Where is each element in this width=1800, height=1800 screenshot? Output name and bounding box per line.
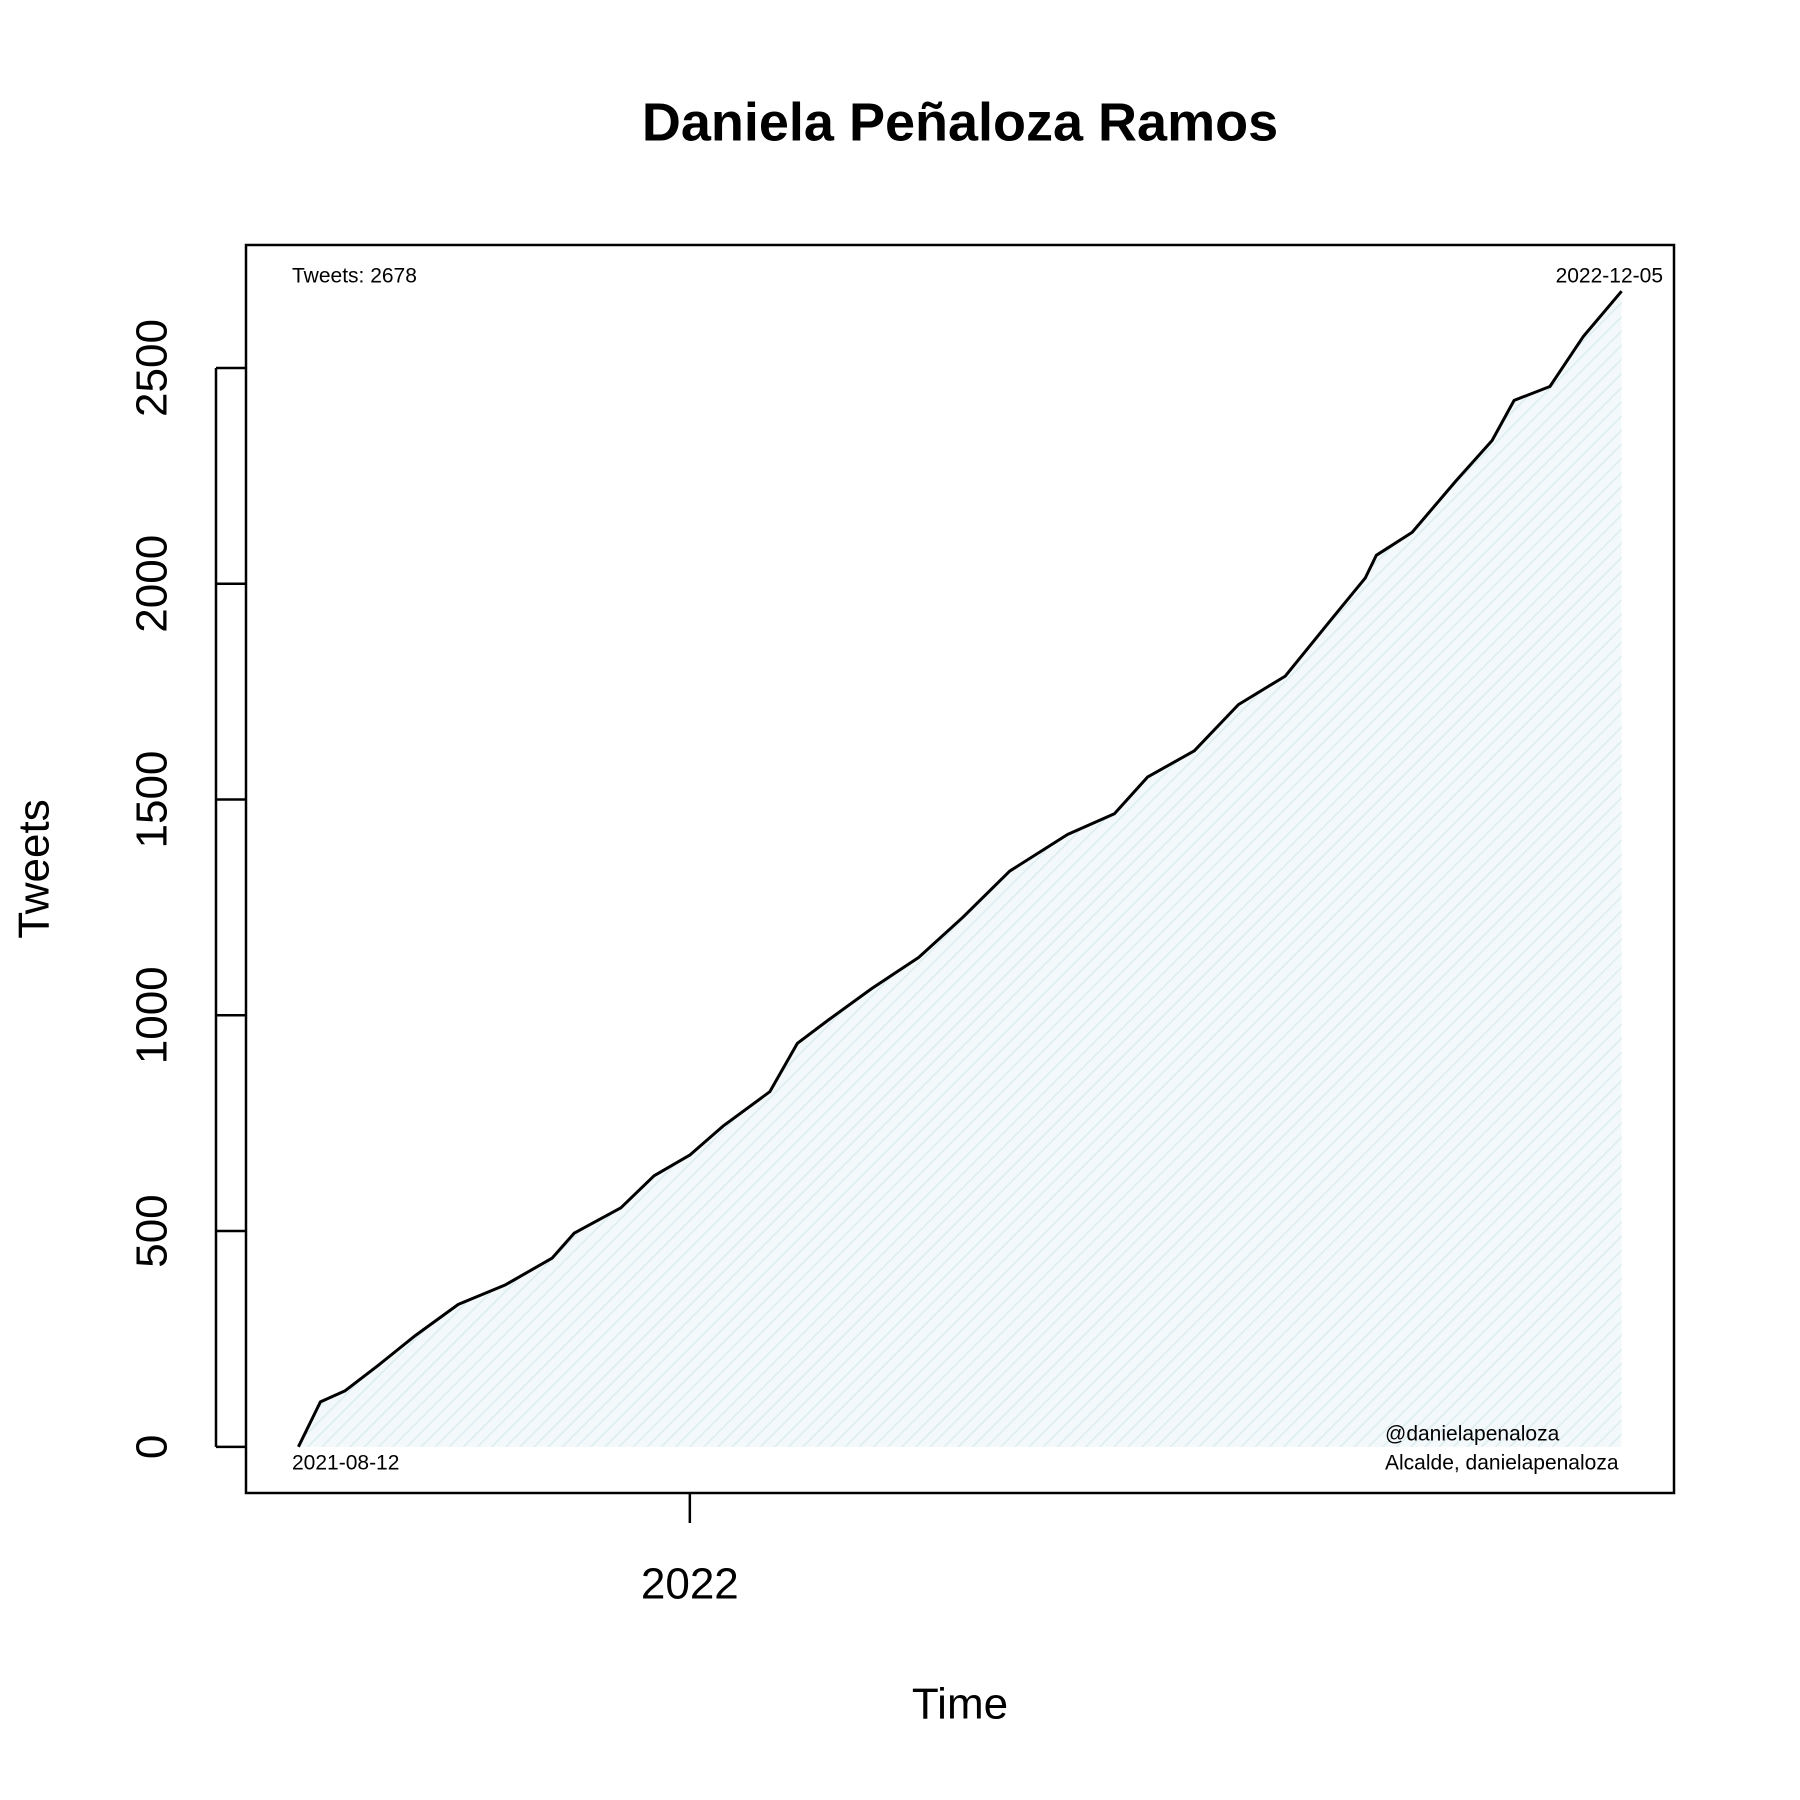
- x-axis-label: Time: [912, 1680, 1008, 1729]
- chart-title: Daniela Peñaloza Ramos: [642, 92, 1278, 152]
- y-axis-label: Tweets: [10, 799, 59, 938]
- annotation: 2021-08-12: [292, 1452, 399, 1475]
- y-tick-label: 1000: [128, 966, 177, 1064]
- annotation: 2022-12-05: [1556, 265, 1663, 288]
- plot-frame: [244, 243, 1676, 1495]
- line: [297, 290, 1623, 1448]
- y-tick-label: 0: [128, 1435, 177, 1459]
- annotation: Alcalde, danielapenaloza: [1385, 1452, 1619, 1475]
- y-tick-label: 500: [128, 1194, 177, 1267]
- y-tick-label: 1500: [128, 751, 177, 849]
- area: [298, 291, 1622, 1447]
- annotation: Tweets: 2678: [292, 265, 417, 288]
- x-tick-label: 2022: [641, 1560, 739, 1609]
- plot-area: [297, 290, 1623, 1448]
- annotation: @danielapenaloza: [1385, 1423, 1560, 1446]
- y-tick-label: 2500: [128, 319, 177, 417]
- y-tick-label: 2000: [128, 535, 177, 633]
